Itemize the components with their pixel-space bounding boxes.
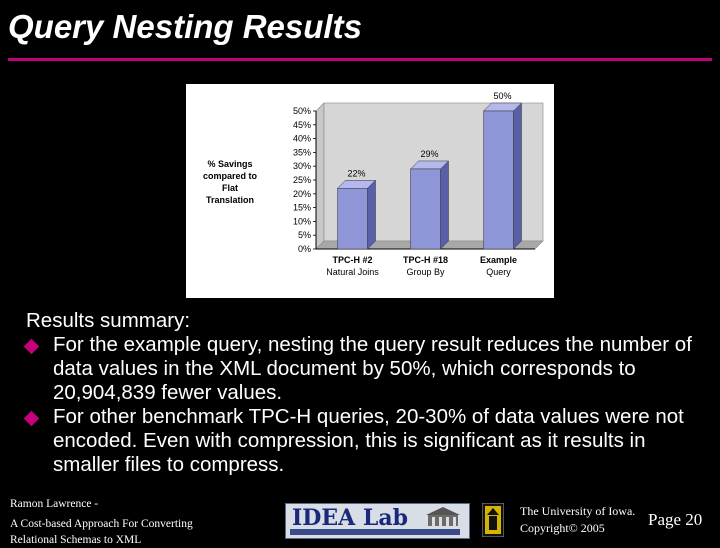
y-tick-label: 35% [293,147,311,157]
y-tick-label: 20% [293,189,311,199]
y-axis-label-line: Translation [206,195,254,205]
university-credit: The University of Iowa. Copyright© 2005 [520,503,635,537]
building-icon [426,507,460,526]
category-label-line: TPC-H #2 [332,255,372,265]
university-seal-icon [482,503,504,537]
y-axis-label-line: compared to [203,171,258,181]
y-axis-label-line: % Savings [207,159,252,169]
chart-panel: 0% 5% 10% 15% 20% 25% 30% 35% 40% 45% 50% % Savings… [186,84,554,298]
bullet-text-2: For other benchmark TPC-H queries, 20-30… [53,405,684,476]
y-tick-label: 30% [293,161,311,171]
bar [337,188,368,250]
bar-side [367,179,376,250]
diamond-bullet-icon [23,410,40,427]
page-number: Page 20 [648,510,703,529]
category-label-line: Query [486,267,511,277]
summary-heading: Results summary: [26,309,191,332]
copyright: Copyright© 2005 [520,521,605,535]
footer-talk-line-2: Relational Schemas to XML [10,534,142,546]
category-label-line: Group By [406,267,445,277]
y-tick-label: 0% [298,244,311,254]
summary-bullet-2: For other benchmark TPC-H queries, 20-30… [23,405,706,477]
footer-talk-line-1: A Cost-based Approach For Converting [10,518,193,530]
idea-lab-logo-strip [290,529,460,535]
bar-side [440,160,449,250]
savings-bar-chart: 0% 5% 10% 15% 20% 25% 30% 35% 40% 45% 50% % Savings… [203,91,544,277]
slide-title: Query Nesting Results [8,8,362,45]
diamond-bullet-icon [23,338,40,355]
footer-citation: Ramon Lawrence - A Cost-based Approach F… [10,496,193,548]
y-tick-label: 10% [293,216,311,226]
data-label: 22% [347,168,365,178]
data-label: 29% [420,149,438,159]
category-label-line: Example [480,255,517,265]
bullet-text-1: For the example query, nesting the query… [53,333,692,404]
y-tick-label: 45% [293,120,311,130]
summary-bullet-1: For the example query, nesting the query… [23,333,706,405]
data-label: 50% [493,91,511,101]
footer-author: Ramon Lawrence - [10,498,99,510]
y-tick-label: 50% [293,106,311,116]
results-summary: Results summary: For the example query, … [23,309,706,477]
y-tick-label: 40% [293,134,311,144]
chart-side-wall [315,102,325,250]
category-label-line: TPC-H #18 [403,255,448,265]
category-label-line: Natural Joins [326,267,379,277]
university-name: The University of Iowa. [520,504,636,518]
y-tick-label: 25% [293,175,311,185]
y-tick-label: 5% [298,230,311,240]
idea-lab-logo: IDEA Lab [285,503,470,539]
bar [410,168,441,250]
idea-lab-logo-text: IDEA Lab [292,505,408,531]
bar-side [513,102,522,250]
y-axis-label-line: Flat [222,183,238,193]
bar [483,110,514,250]
title-underline [8,58,712,61]
y-tick-label: 15% [293,203,311,213]
